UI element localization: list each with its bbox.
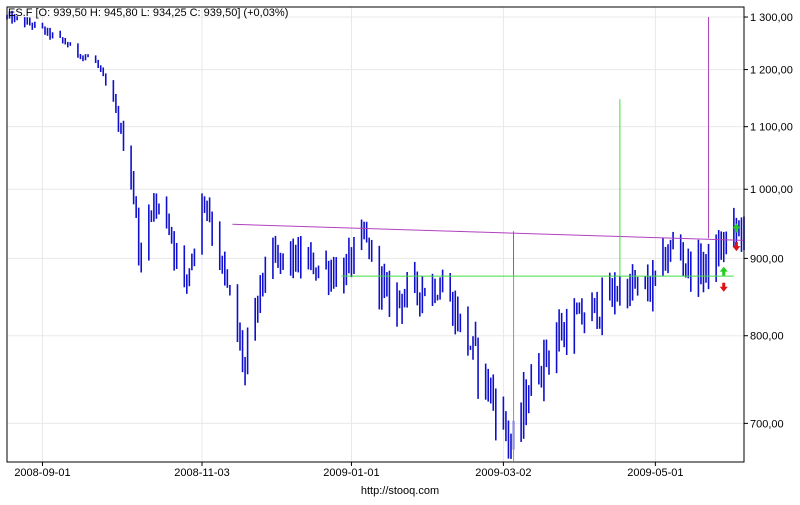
y-tick-label: 1 300,00 (750, 12, 793, 24)
y-axis: 700,00 800,00 900,00 1 000,00 1 100,00 1 200,… (744, 12, 793, 430)
annotations (232, 17, 745, 461)
arrow-up-icon (732, 223, 741, 233)
markers (719, 223, 741, 292)
x-tick-label: 2009-03-02 (475, 467, 531, 479)
grid-layer (7, 7, 744, 462)
x-tick-label: 2008-09-01 (14, 467, 70, 479)
arrow-down-icon (732, 242, 741, 252)
candles (6, 10, 745, 459)
source-footer: http://stooq.com (360, 485, 440, 497)
plot-frame (6, 6, 745, 463)
x-tick-label: 2009-01-01 (323, 467, 379, 479)
x-axis: 2008-09-01 2008-11-03 2009-01-01 2009-03-02… (14, 462, 683, 479)
arrow-up-icon (719, 266, 728, 276)
y-tick-label: 1 000,00 (750, 184, 793, 196)
x-tick-label: 2009-05-01 (627, 467, 683, 479)
purple-annotation-line (232, 223, 745, 241)
y-tick-label: 1 200,00 (750, 65, 793, 77)
quote-header: ES.F [O: 939,50 H: 945,80 L: 934,25 C: 9… (8, 7, 289, 19)
y-tick-label: 900,00 (750, 253, 784, 265)
y-tick-label: 1 100,00 (750, 122, 793, 134)
y-tick-label: 800,00 (750, 331, 784, 343)
x-tick-label: 2008-11-03 (174, 467, 229, 479)
y-tick-label: 700,00 (750, 418, 784, 430)
arrow-down-icon (719, 282, 728, 292)
